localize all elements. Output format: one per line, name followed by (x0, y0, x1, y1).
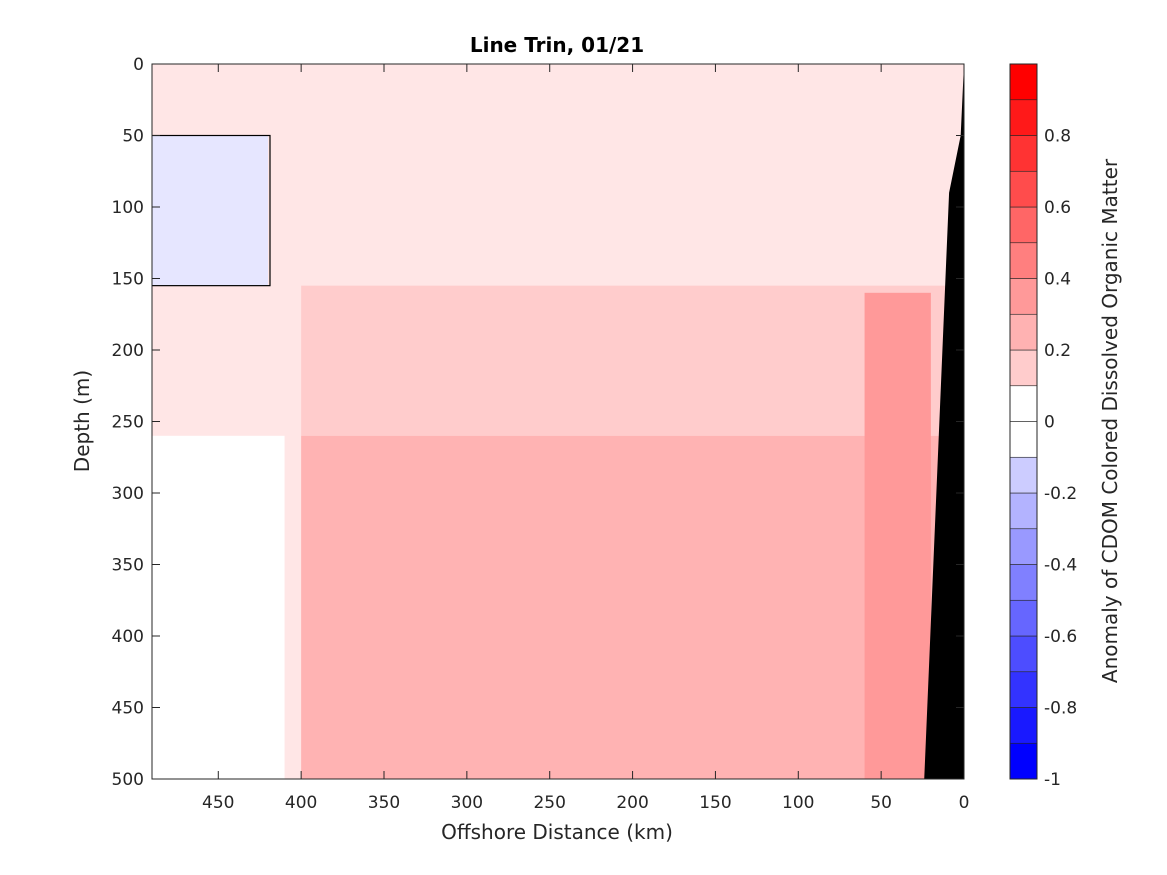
colorbar-tick-label: 0.8 (1044, 127, 1071, 147)
colorbar-bin (1009, 599, 1038, 637)
colorbar-tick-label: -0.2 (1044, 484, 1077, 504)
x-tick-label: 0 (959, 793, 970, 813)
x-tick-label: 250 (533, 793, 565, 813)
colorbar-bin (1009, 242, 1038, 279)
bathymetry-mask (924, 64, 964, 779)
x-tick-label: 450 (202, 793, 234, 813)
chart-title: Line Trin, 01/21 (470, 33, 644, 57)
colorbar-bin (1009, 742, 1038, 780)
y-tick-label: 100 (112, 198, 144, 218)
plot-area (151, 63, 965, 780)
y-tick-label: 350 (112, 556, 144, 576)
x-tick-label: 150 (699, 793, 731, 813)
y-tick-label: 400 (112, 627, 144, 647)
y-tick-label: 0 (133, 55, 144, 75)
colorbar-bin (1009, 456, 1038, 494)
colorbar-bin (1009, 635, 1038, 673)
x-axis: 450 400 350 300 250 200 150 100 50 0 (202, 64, 969, 813)
colorbar-tick-label: -1 (1044, 770, 1061, 790)
x-tick-label: 200 (616, 793, 648, 813)
contour-region-0 (152, 135, 268, 286)
y-tick-label: 150 (112, 270, 144, 290)
y-tick-label: 450 (112, 699, 144, 719)
contour-region-4 (152, 435, 285, 779)
colorbar-bin (1009, 707, 1038, 744)
y-tick-label: 50 (122, 127, 144, 147)
y-axis-label: Depth (m) (70, 370, 94, 472)
y-tick-label: 200 (112, 341, 144, 361)
zero-contour-line (152, 134, 271, 287)
y-tick-label: 500 (112, 770, 144, 790)
colorbar-bin (1009, 63, 1038, 101)
colorbar-tick-label: -0.6 (1044, 627, 1077, 647)
colorbar-tick-label: 0.6 (1044, 198, 1071, 218)
colorbar-tick-label: 0 (1044, 413, 1055, 433)
colorbar-bin (1009, 421, 1038, 458)
colorbar-bin (1009, 99, 1038, 136)
colorbar-bin (1009, 135, 1038, 172)
colorbar-bin (1009, 492, 1038, 530)
colorbar-tick-label: -0.4 (1044, 556, 1077, 576)
colorbar-label: Anomaly of CDOM Colored Dissolved Organi… (1098, 158, 1122, 683)
x-tick-label: 400 (285, 793, 317, 813)
x-tick-label: 300 (451, 793, 483, 813)
contour-region-3 (301, 435, 964, 779)
x-tick-label: 50 (870, 793, 892, 813)
colorbar-bin (1009, 564, 1038, 601)
contour-region-5 (864, 292, 931, 779)
colorbar-bin (1009, 671, 1038, 708)
colorbar-tick-label: -0.8 (1044, 699, 1077, 719)
colorbar-bin (1009, 278, 1038, 315)
contour-region-2 (301, 285, 964, 436)
contour-region-1 (152, 64, 964, 286)
colorbar-bin (1009, 385, 1038, 422)
colorbar-tick-label: 0.2 (1044, 341, 1071, 361)
colorbar-bin (1009, 313, 1038, 351)
y-tick-label: 250 (112, 413, 144, 433)
x-axis-label: Offshore Distance (km) (441, 820, 673, 844)
x-tick-label: 350 (368, 793, 400, 813)
y-axis: 0 50 100 150 200 250 300 350 400 450 500 (112, 55, 964, 790)
colorbar-bin (1009, 170, 1038, 208)
colorbar-frame (1009, 63, 1038, 780)
y-tick-label: 300 (112, 484, 144, 504)
colorbar: 0.8 0.6 0.4 0.2 0 -0.2 -0.4 -0.6 -0.8 -1 (1009, 63, 1077, 790)
x-tick-label: 100 (782, 793, 814, 813)
colorbar-bin (1009, 206, 1038, 244)
colorbar-tick-label: 0.4 (1044, 270, 1071, 290)
colorbar-bin (1009, 528, 1038, 565)
colorbar-bin (1009, 349, 1038, 387)
